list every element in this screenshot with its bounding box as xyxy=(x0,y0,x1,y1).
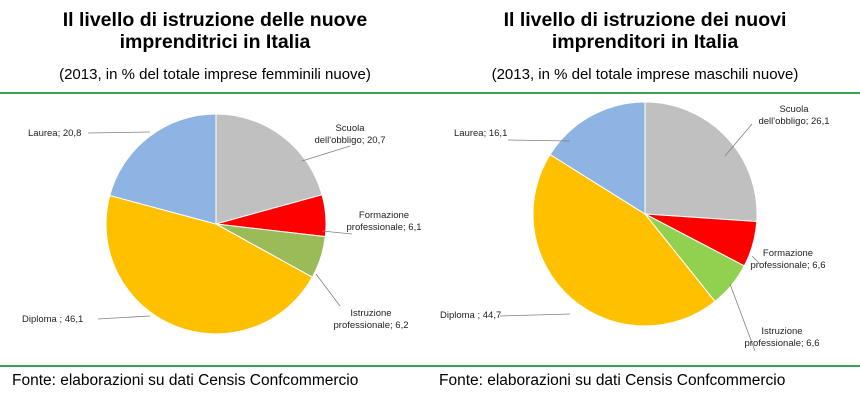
pie-slice-laurea xyxy=(549,101,646,215)
slice-label-scuola: Scuola dell'obbligo; 26,1 xyxy=(758,104,829,127)
slice-label-formazione: Formazione professionale; 6,1 xyxy=(347,210,422,233)
leader-line-istruzione xyxy=(315,273,341,307)
leader-line-formazione xyxy=(751,255,761,265)
chart-subtitle: (2013, in % del totale imprese femminili… xyxy=(59,66,371,83)
slice-label-diploma: Diploma ; 44,7 xyxy=(440,310,501,321)
chart-title-line2: imprenditori in Italia xyxy=(551,31,739,53)
pie-slice-laurea xyxy=(109,113,217,225)
slice-label-laurea: Laurea; 20,8 xyxy=(28,128,81,139)
source-note: Fonte: elaborazioni su dati Censis Confc… xyxy=(439,372,786,389)
pie-slice-scuola xyxy=(644,101,758,223)
pie-slice-scuola xyxy=(215,113,323,225)
slice-label-istruzione: Istruzione professionale; 6,6 xyxy=(745,326,820,349)
slice-label-diploma: Diploma ; 46,1 xyxy=(22,314,83,325)
chart-title: Il livello di istruzione dei nuovi impre… xyxy=(430,9,860,53)
chart-title: Il livello di istruzione delle nuove imp… xyxy=(0,9,430,53)
pie-slice-diploma xyxy=(532,153,716,327)
leader-line-istruzione xyxy=(729,283,756,352)
leader-line-diploma xyxy=(499,313,571,317)
leader-line-diploma xyxy=(97,315,151,320)
chart-title-line1: Il livello di istruzione dei nuovi xyxy=(503,9,787,31)
leader-line-laurea xyxy=(87,131,151,134)
slice-label-scuola: Scuola dell'obbligo; 20,7 xyxy=(314,123,385,146)
slice-label-istruzione: Istruzione professionale; 6,2 xyxy=(334,308,409,331)
source-note: Fonte: elaborazioni su dati Censis Confc… xyxy=(12,372,359,389)
chart-panel-male: Il livello di istruzione dei nuovi impre… xyxy=(430,0,860,411)
divider-bottom xyxy=(0,365,860,367)
leader-line-formazione xyxy=(321,230,353,235)
chart-subtitle: (2013, in % del totale imprese maschili … xyxy=(491,66,799,83)
leader-line-scuola xyxy=(724,123,753,157)
leader-line-scuola xyxy=(301,145,351,162)
slice-label-formazione: Formazione professionale; 6,6 xyxy=(751,248,826,271)
leader-line-laurea xyxy=(507,139,571,142)
chart-title-line1: Il livello di istruzione delle nuove xyxy=(62,9,368,31)
pie-slice-diploma xyxy=(105,194,313,335)
slice-label-laurea: Laurea; 16,1 xyxy=(454,128,507,139)
divider-top xyxy=(0,92,860,94)
pie-chart-female: Scuola dell'obbligo; 20,7 Formazione profes… xyxy=(22,113,422,335)
chart-title-line2: imprenditrici in Italia xyxy=(119,31,311,53)
chart-panel-female: Il livello di istruzione delle nuove imp… xyxy=(0,9,430,335)
pie-chart-male: Scuola dell'obbligo; 26,1 Formazione profes… xyxy=(440,101,830,352)
